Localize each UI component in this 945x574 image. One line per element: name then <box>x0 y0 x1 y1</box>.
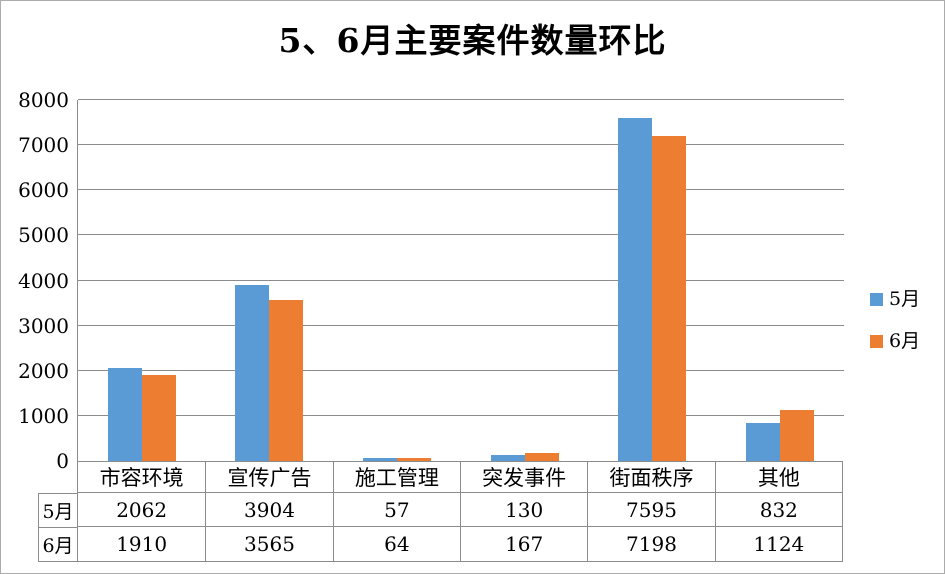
y-tick-label: 5000 <box>18 223 69 248</box>
category-header-cell: 突发事件 <box>460 462 587 492</box>
value-cell: 7595 <box>587 493 715 527</box>
category-header-cell: 街面秩序 <box>587 462 714 492</box>
bar-group <box>716 100 844 461</box>
value-cell: 1910 <box>116 532 168 556</box>
y-tick-label: 6000 <box>18 178 69 203</box>
value-cell: 3904 <box>205 493 333 527</box>
bar <box>235 284 270 461</box>
category-header-cell: 施工管理 <box>332 462 460 492</box>
gridline <box>78 189 844 191</box>
value-cell: 832 <box>714 493 842 527</box>
bar <box>490 455 525 461</box>
value-cell: 130 <box>460 493 588 527</box>
bar <box>652 136 687 461</box>
bar-group <box>206 100 334 461</box>
plot-area <box>77 99 844 461</box>
y-tick-label: 4000 <box>18 268 69 293</box>
y-tick-label: 8000 <box>18 88 69 112</box>
bar-group <box>589 100 717 461</box>
bar <box>141 374 176 461</box>
legend-swatch-june-icon <box>870 334 883 348</box>
category-header-cell: 宣传广告 <box>205 462 332 492</box>
legend-item-may: 5月 <box>870 288 920 310</box>
chart-title: 5、6月主要案件数量环比 <box>278 21 667 60</box>
legend: 5月 6月 <box>870 288 920 352</box>
value-cell: 7198 <box>587 527 714 561</box>
y-tick-label: 3000 <box>18 313 69 338</box>
gridline <box>78 324 844 326</box>
row-label-cell: 5月 <box>39 494 77 528</box>
bar <box>269 300 304 461</box>
legend-label-june: 6月 <box>889 330 921 352</box>
y-tick-label: 0 <box>56 449 69 473</box>
bar-group <box>461 100 589 461</box>
gridline <box>78 369 844 371</box>
value-cell: 167 <box>460 527 587 561</box>
gridline <box>78 279 844 281</box>
bar <box>780 410 815 461</box>
value-cell: 2062 <box>78 493 206 527</box>
legend-item-june: 6月 <box>870 330 920 352</box>
bar <box>397 458 432 461</box>
gridline <box>78 144 844 146</box>
y-tick-label: 7000 <box>18 133 69 158</box>
value-cell: 57 <box>332 493 460 527</box>
table-body: 2062 3904 57 130 7595 832 1910 3565 64 167 7198 112… <box>77 493 843 562</box>
value-cell: 1124 <box>714 527 842 561</box>
y-tick-label: 1000 <box>18 403 69 428</box>
table-header-row: 市容环境 宣传广告 施工管理 突发事件 街面秩序 其他 <box>77 461 843 493</box>
bar <box>746 423 781 461</box>
gridline <box>78 99 844 100</box>
bar <box>107 367 142 461</box>
bar-group <box>78 100 206 461</box>
y-tick-label: 2000 <box>18 358 69 383</box>
bar <box>524 453 559 461</box>
category-header-cell: 市容环境 <box>99 466 184 490</box>
y-axis: 0 1000 2000 3000 4000 5000 6000 7000 8000 <box>1 89 69 472</box>
row-label-cell: 6月 <box>42 534 74 557</box>
legend-swatch-may-icon <box>870 292 883 306</box>
bar-group <box>333 100 461 461</box>
gridline <box>78 414 844 416</box>
legend-label-may: 5月 <box>889 288 921 310</box>
gridline <box>78 234 844 236</box>
value-cell: 64 <box>332 527 460 561</box>
category-header-cell: 其他 <box>714 462 842 492</box>
row-label-column: 5月 6月 <box>38 493 77 562</box>
bar <box>618 118 653 461</box>
bar <box>363 458 398 461</box>
value-cell: 3565 <box>205 527 332 561</box>
